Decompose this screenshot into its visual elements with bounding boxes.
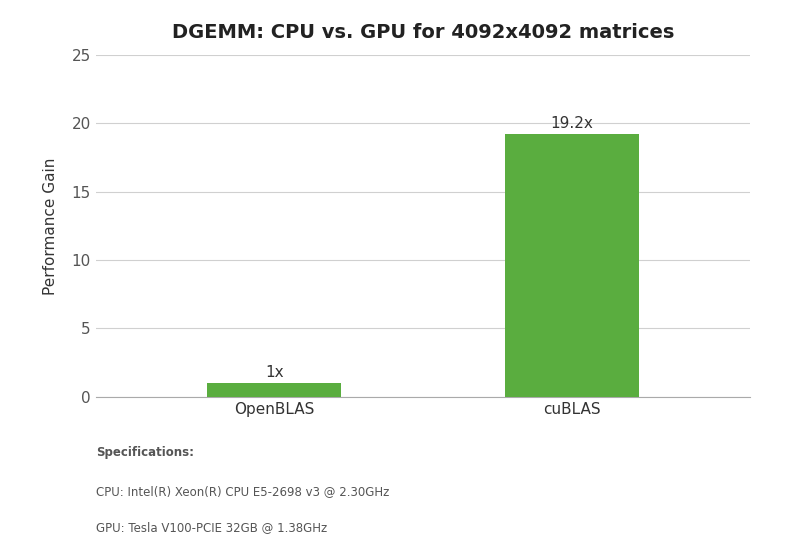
Title: DGEMM: CPU vs. GPU for 4092x4092 matrices: DGEMM: CPU vs. GPU for 4092x4092 matrice… — [172, 24, 674, 42]
Bar — [207, 383, 341, 397]
Text: 1x: 1x — [265, 365, 283, 380]
Text: CPU: Intel(R) Xeon(R) CPU E5-2698 v3 @ 2.30GHz: CPU: Intel(R) Xeon(R) CPU E5-2698 v3 @ 2… — [96, 485, 389, 498]
Text: Specifications:: Specifications: — [96, 446, 194, 460]
Text: GPU: Tesla V100-PCIE 32GB @ 1.38GHz: GPU: Tesla V100-PCIE 32GB @ 1.38GHz — [96, 521, 327, 534]
Text: 19.2x: 19.2x — [550, 116, 593, 131]
Y-axis label: Performance Gain: Performance Gain — [43, 157, 57, 295]
Bar — [504, 134, 638, 397]
